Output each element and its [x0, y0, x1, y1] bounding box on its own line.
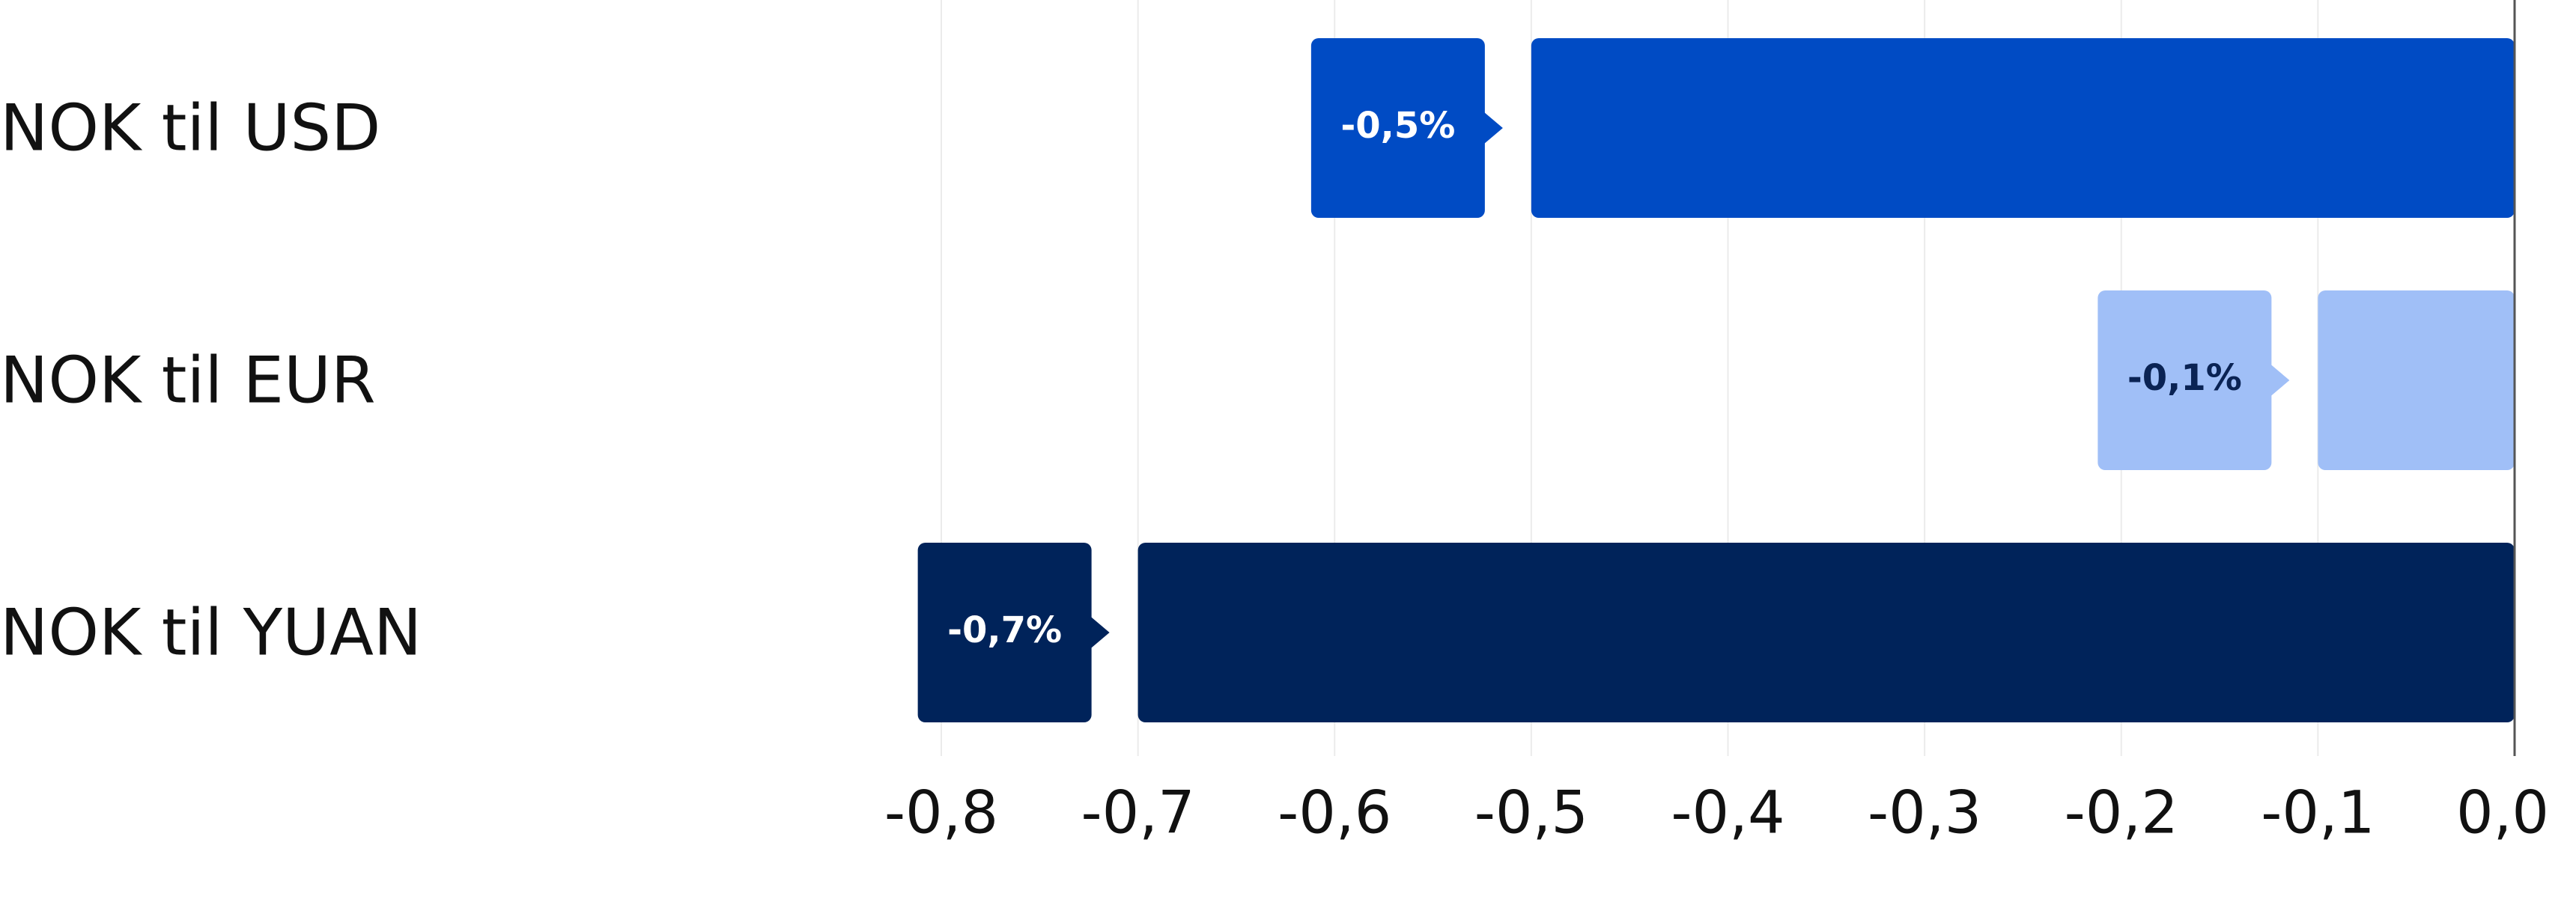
x-tick-label: -0,8	[884, 779, 998, 847]
x-tick-label: -0,3	[1868, 779, 1981, 847]
x-tick-label: 0,0	[2456, 779, 2549, 847]
value-label: -0,5%	[1340, 105, 1455, 147]
value-label-box	[1310, 38, 1485, 218]
x-tick-label: -0,6	[1278, 779, 1391, 847]
x-tick-label: -0,7	[1081, 779, 1195, 847]
value-label-box	[2097, 290, 2272, 470]
bar	[1531, 38, 2515, 218]
x-tick-label: -0,1	[2261, 779, 2375, 847]
bar	[1137, 543, 2515, 722]
category-label: NOK til EUR	[0, 343, 376, 418]
value-label-box	[917, 543, 1092, 722]
value-label: -0,7%	[947, 609, 1062, 651]
value-label-pointer	[2270, 364, 2290, 397]
bar	[2318, 290, 2515, 470]
value-label-pointer	[1090, 616, 1110, 649]
x-tick-label: -0,5	[1474, 779, 1588, 847]
category-label: NOK til YUAN	[0, 595, 422, 670]
x-tick-label: -0,4	[1671, 779, 1784, 847]
value-label: -0,1%	[2127, 357, 2242, 399]
x-tick-label: -0,2	[2065, 779, 2178, 847]
value-label-pointer	[1483, 112, 1503, 144]
category-label: NOK til USD	[0, 91, 380, 165]
